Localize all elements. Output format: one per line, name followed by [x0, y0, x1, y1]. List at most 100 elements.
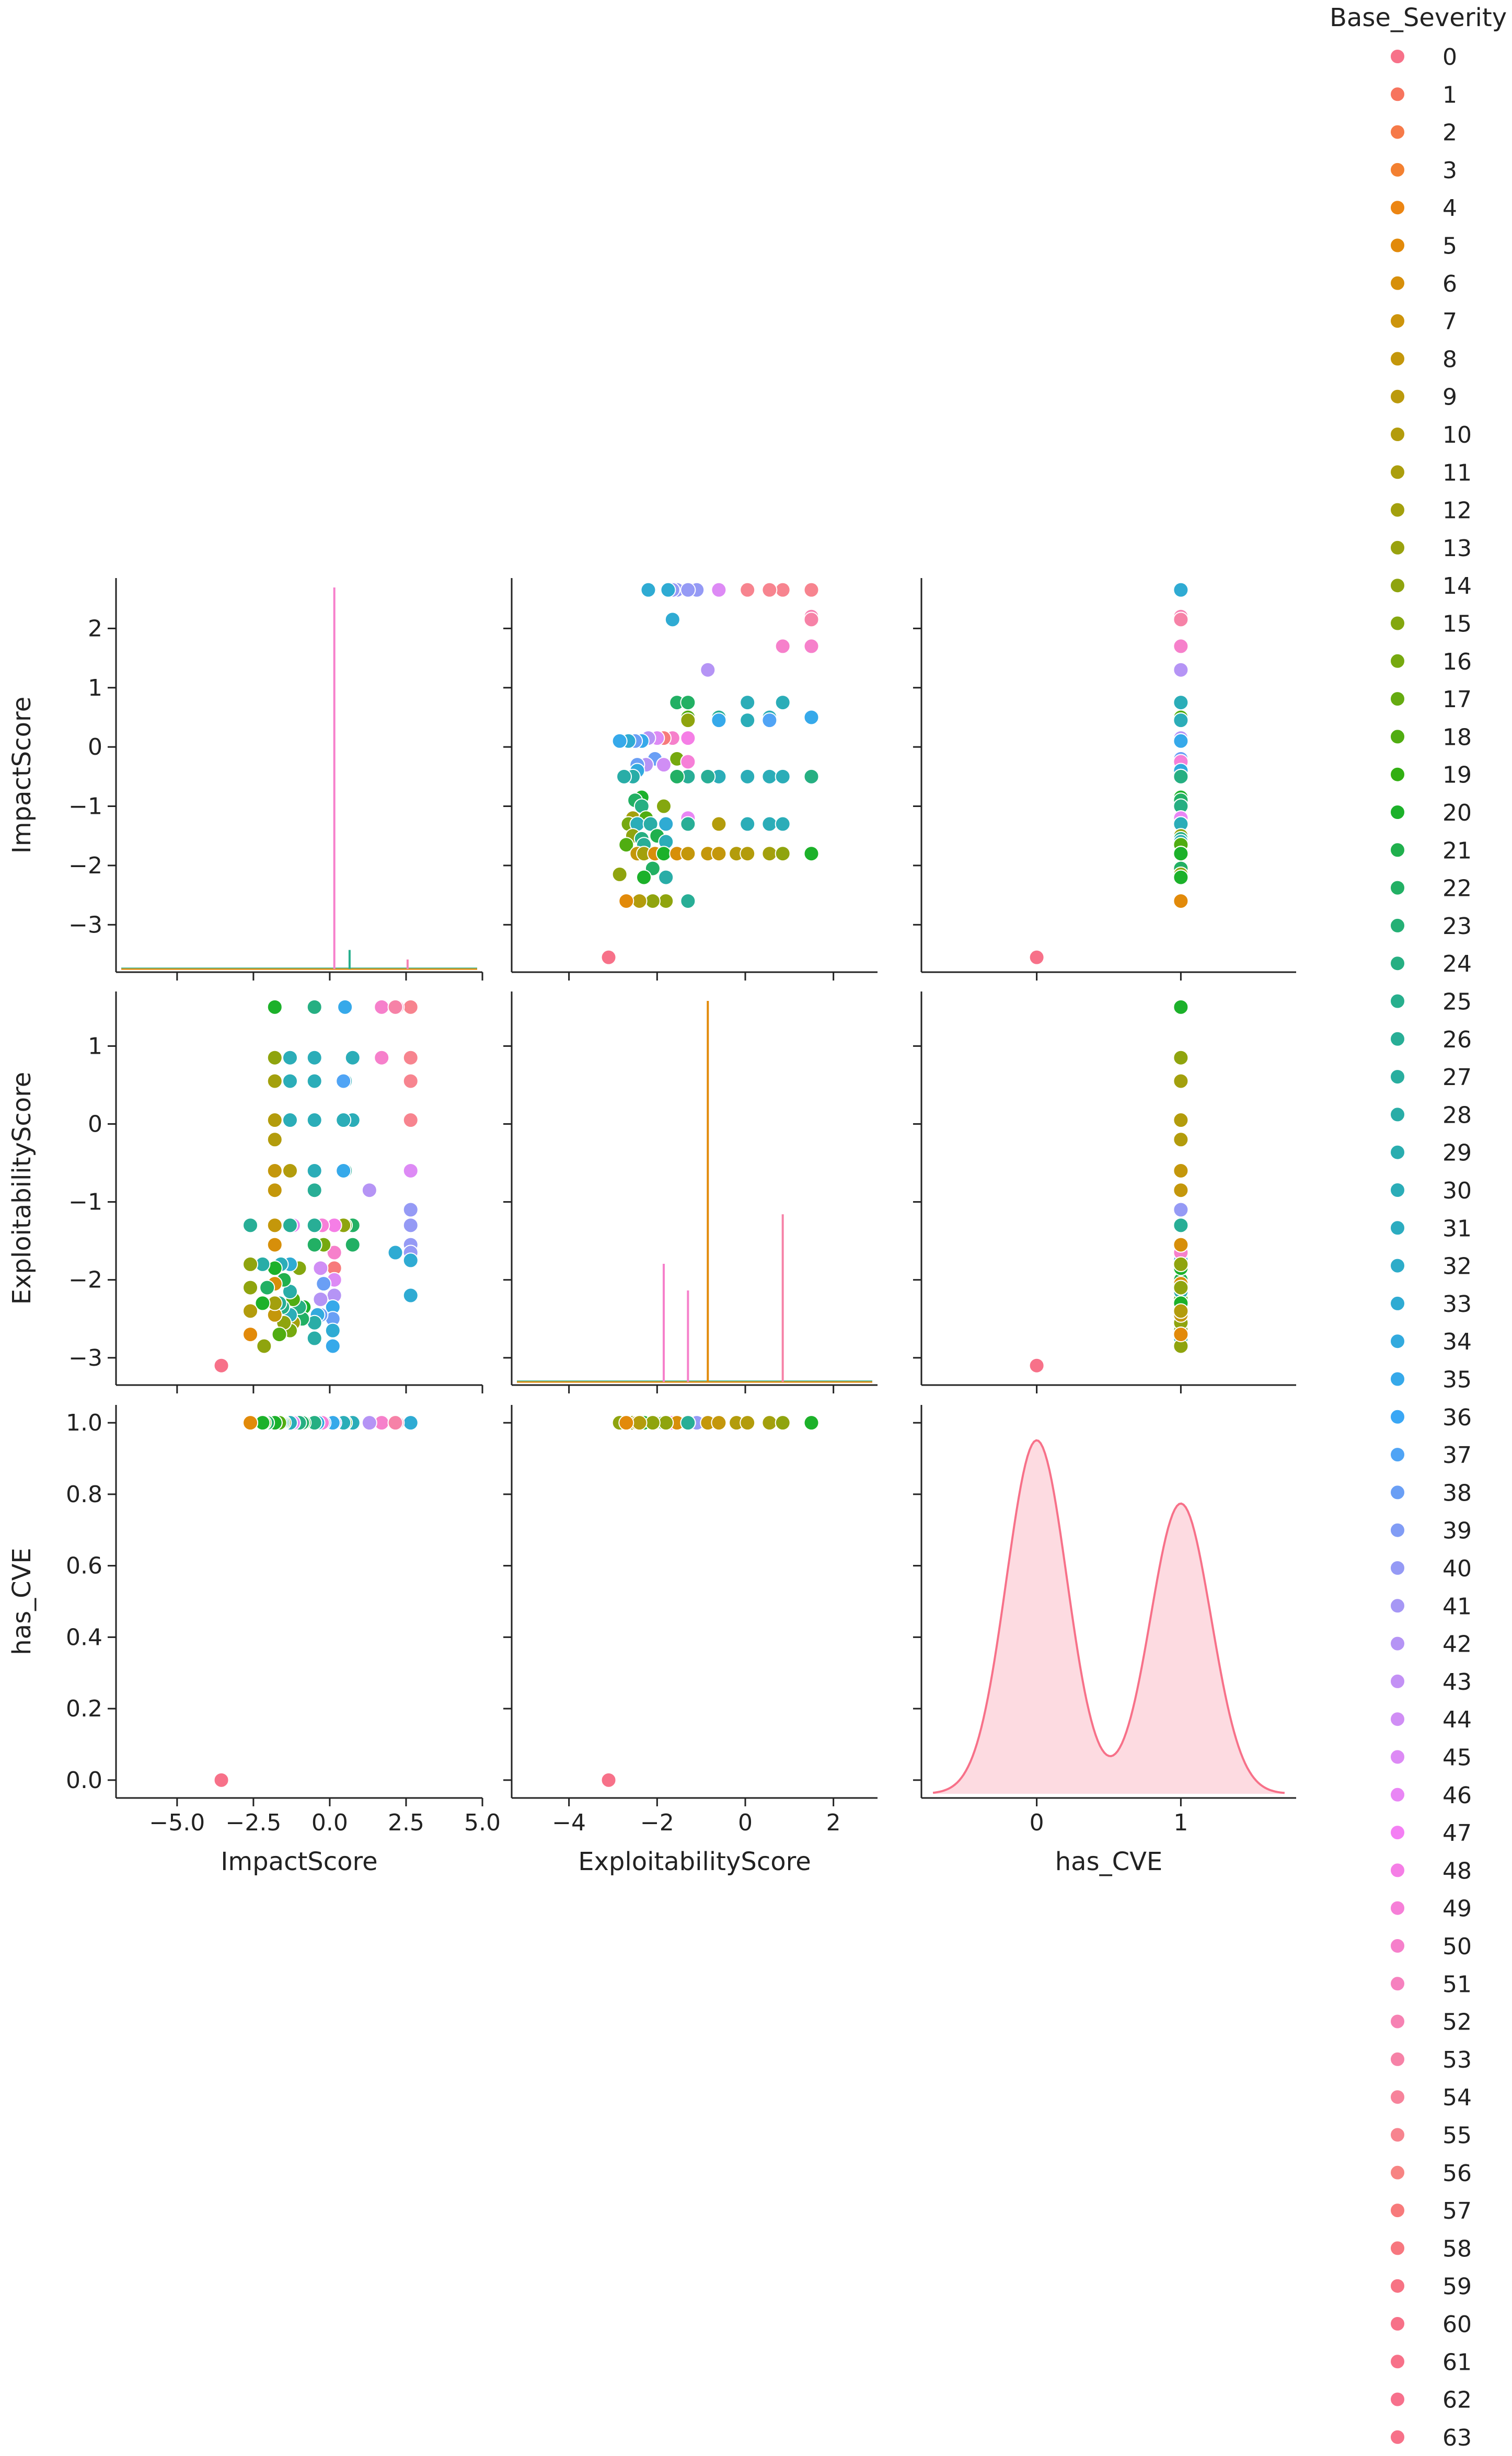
scatter-point: [1173, 999, 1189, 1015]
scatter-point: [282, 1162, 298, 1179]
legend-item: 4: [1390, 195, 1457, 222]
scatter-point: [631, 1415, 648, 1431]
scatter-point: [336, 1073, 352, 1089]
scatter-point: [658, 893, 674, 909]
legend-marker: [1390, 1409, 1405, 1425]
legend-marker: [1390, 1786, 1405, 1803]
scatter-point: [803, 638, 820, 654]
panel-ExploitabilityScore-vs-ImpactScore: −3 −2 −1 0 1 ExploitabilityScore: [7, 991, 483, 1393]
legend-marker: [1390, 2240, 1405, 2256]
legend-item: 43: [1390, 1669, 1472, 1696]
scatter-point: [361, 1182, 377, 1198]
panel-ImpactScore-vs-has_CVE: [913, 578, 1296, 981]
legend-label: 8: [1442, 346, 1457, 373]
legend-item: 22: [1390, 875, 1472, 902]
scatter-point: [243, 1279, 259, 1296]
legend-label: 16: [1442, 649, 1472, 675]
legend-label: 40: [1442, 1555, 1472, 1582]
panel-has_CVE-vs-has_CVE: 0 1 has_CVE: [913, 1405, 1296, 1876]
scatter-point: [243, 1303, 259, 1319]
legend-label: 55: [1442, 2123, 1472, 2149]
scatter-point: [267, 999, 283, 1015]
legend-item: 61: [1390, 2349, 1472, 2376]
scatter-point: [680, 730, 696, 746]
scatter-point: [402, 1287, 419, 1304]
legend-item: 62: [1390, 2387, 1472, 2414]
scatter-point: [306, 1073, 322, 1089]
scatter-point: [313, 1291, 329, 1307]
scatter-point: [267, 1182, 283, 1198]
legend-item: 46: [1390, 1782, 1472, 1809]
x-tick-label: −5.0: [149, 1809, 205, 1836]
legend-marker: [1390, 1069, 1405, 1085]
legend-item: 12: [1390, 498, 1472, 524]
legend-label: 57: [1442, 2198, 1472, 2224]
legend-item: 31: [1390, 1215, 1472, 1242]
scatter-point: [803, 846, 820, 862]
legend-marker: [1390, 464, 1405, 480]
scatter-point: [680, 712, 696, 729]
legend-label: 12: [1442, 498, 1472, 524]
scatter-point: [775, 768, 791, 785]
legend-marker: [1390, 86, 1405, 102]
x-tick-label: 5.0: [464, 1809, 501, 1836]
y-tick-label: 0: [88, 1111, 102, 1137]
legend-marker: [1390, 880, 1405, 896]
scatter-point: [680, 846, 696, 862]
legend-marker: [1390, 1598, 1405, 1614]
legend-item: 15: [1390, 611, 1472, 638]
legend-marker: [1390, 1673, 1405, 1689]
legend-marker: [1390, 842, 1405, 858]
x-axis-label: has_CVE: [1055, 1847, 1163, 1876]
scatter-point: [1173, 695, 1189, 711]
scatter-point: [775, 582, 791, 598]
scatter-point: [374, 1050, 390, 1066]
y-tick-label: −1: [68, 1189, 102, 1216]
scatter-point: [711, 712, 727, 729]
legend-label: 24: [1442, 951, 1472, 977]
legend-item: 30: [1390, 1178, 1472, 1204]
y-tick-label: 0: [88, 734, 102, 760]
legend-label: 44: [1442, 1706, 1472, 1733]
legend-item: 44: [1390, 1706, 1472, 1733]
legend-label: 48: [1442, 1858, 1472, 1884]
legend-marker: [1390, 2203, 1405, 2219]
legend-label: 33: [1442, 1291, 1472, 1318]
legend-label: 7: [1442, 308, 1457, 335]
scatter-point: [680, 1415, 696, 1431]
legend-marker: [1390, 2316, 1405, 2332]
scatter-point: [374, 999, 390, 1015]
legend-item: 28: [1390, 1102, 1472, 1128]
legend-label: 19: [1442, 762, 1472, 789]
scatter-point: [1173, 768, 1189, 785]
legend-marker: [1390, 388, 1405, 405]
panel-ExploitabilityScore-vs-ExploitabilityScore: [503, 991, 878, 1393]
legend-marker: [1390, 1447, 1405, 1463]
scatter-point: [255, 1295, 271, 1311]
legend-item: 59: [1390, 2274, 1472, 2300]
panel-has_CVE-vs-ExploitabilityScore: −4 −2 0 2 ExploitabilityScore: [503, 1405, 878, 1876]
legend-label: 56: [1442, 2160, 1472, 2187]
legend-marker: [1390, 1560, 1405, 1576]
x-tick-label: −2.5: [225, 1809, 281, 1836]
legend-label: 28: [1442, 1102, 1472, 1128]
legend-marker: [1390, 1635, 1405, 1652]
legend-marker: [1390, 1371, 1405, 1387]
scatter-point: [1029, 1357, 1045, 1374]
y-axis-label: ImpactScore: [7, 697, 37, 854]
legend-item: 14: [1390, 573, 1472, 599]
legend-item: 11: [1390, 459, 1472, 486]
legend-label: 54: [1442, 2084, 1472, 2111]
legend-label: 27: [1442, 1064, 1472, 1091]
legend-marker: [1390, 1825, 1405, 1841]
panel-grid: −3 −2 −1 0 1 2 ImpactScore −3 −2 −1 0 1 Exploitabili…: [7, 578, 1296, 1876]
legend-label: 46: [1442, 1782, 1472, 1809]
legend-marker: [1390, 1749, 1405, 1765]
legend-label: 10: [1442, 422, 1472, 448]
scatter-point: [658, 1415, 674, 1431]
legend-marker: [1390, 1976, 1405, 1992]
scatter-point: [213, 1772, 229, 1788]
legend-marker: [1390, 2278, 1405, 2294]
legend-label: 34: [1442, 1329, 1472, 1355]
scatter-point: [761, 846, 778, 862]
